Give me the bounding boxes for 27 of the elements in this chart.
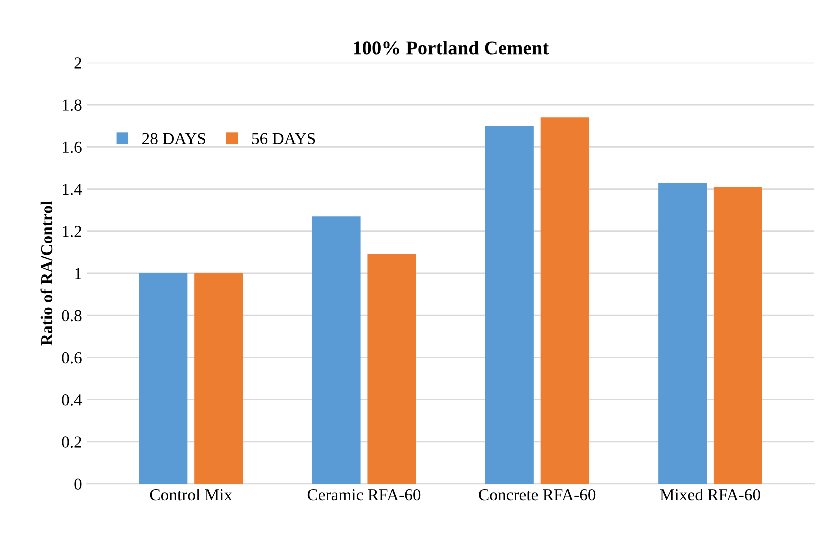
x-tick-label: Mixed RFA-60: [660, 488, 760, 501]
x-tick-label: Concrete RFA-60: [479, 489, 596, 501]
bar: [312, 216, 361, 484]
y-tick-label: 1.6: [63, 142, 82, 154]
bar: [540, 118, 590, 484]
y-tick-label: 2: [74, 58, 82, 69]
bar: [368, 254, 416, 484]
legend-label: 28 DAYS: [142, 133, 206, 144]
legend-label: 56 DAYS: [252, 133, 316, 144]
chart-title: 100% Portland Cement: [354, 41, 550, 55]
bar: [658, 182, 708, 484]
bar: [714, 187, 762, 484]
y-tick-label: 1.4: [63, 184, 82, 196]
x-tick-label: Ceramic RFA-60: [308, 489, 421, 501]
x-tick-label: Control Mix: [150, 488, 232, 501]
y-tick-label: 1: [76, 268, 82, 280]
bar: [485, 126, 534, 484]
y-tick-label: 1.8: [63, 100, 82, 112]
bar: [194, 274, 244, 484]
y-tick-label: 0.2: [62, 436, 82, 448]
y-tick-label: 1.2: [63, 226, 82, 238]
y-tick-label: 0.8: [62, 310, 82, 322]
y-tick-label: 0.4: [62, 394, 82, 406]
y-tick-label: 0: [74, 478, 82, 490]
bar: [139, 274, 188, 484]
y-tick-label: 0.6: [62, 352, 82, 364]
y-axis-title: Ratio of RA/Control: [40, 201, 53, 346]
